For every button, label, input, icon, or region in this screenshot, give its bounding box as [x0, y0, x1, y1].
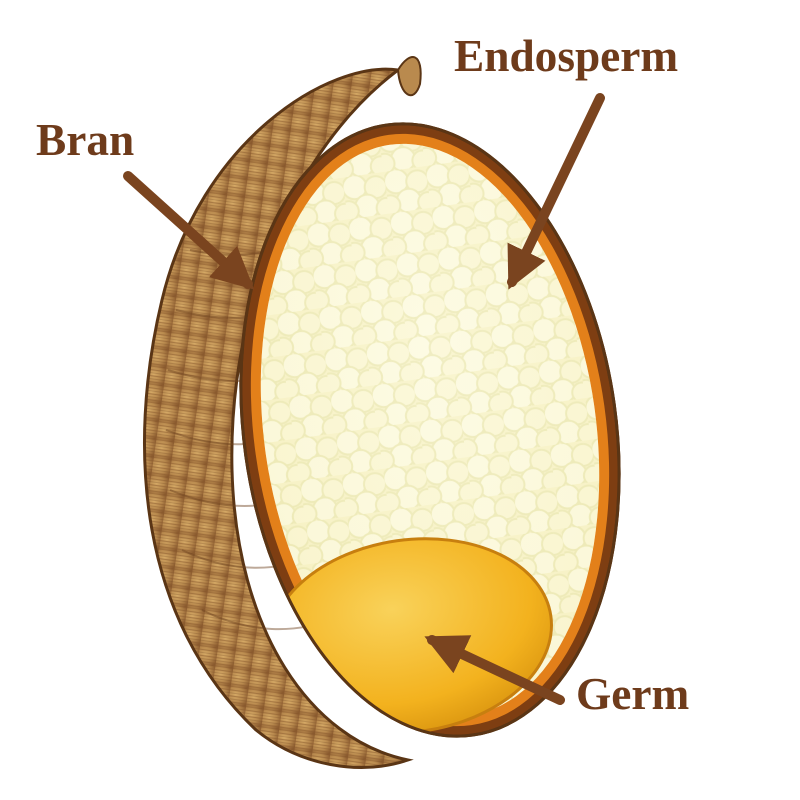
label-germ: Germ	[576, 668, 689, 720]
label-endosperm: Endosperm	[454, 30, 678, 82]
label-bran: Bran	[36, 114, 134, 166]
grain-diagram: Bran Endosperm Germ	[0, 0, 800, 800]
